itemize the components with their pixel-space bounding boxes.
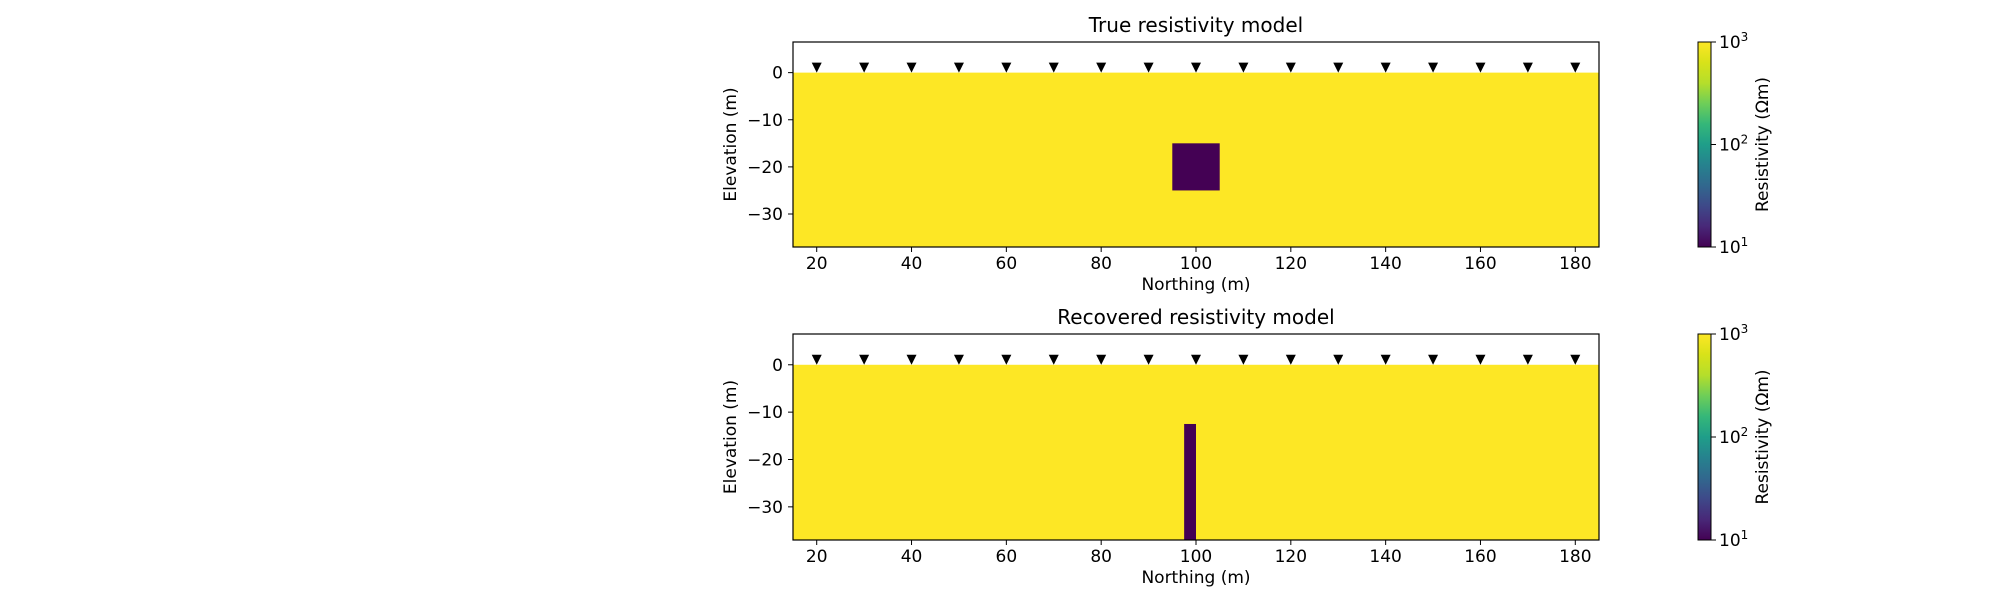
- electrode-marker: [1001, 354, 1012, 365]
- y-tick-label: −10: [747, 111, 783, 131]
- electrode-marker: [953, 354, 964, 365]
- y-tick-label: −20: [747, 158, 783, 178]
- electrode-marker: [1096, 62, 1107, 73]
- x-tick-label: 60: [996, 547, 1018, 567]
- electrode-marker: [1380, 62, 1391, 73]
- electrode-marker: [1238, 354, 1249, 365]
- electrode-marker: [1048, 62, 1059, 73]
- electrode-marker: [1048, 354, 1059, 365]
- electrode-marker: [906, 62, 917, 73]
- electrode-marker: [1428, 354, 1439, 365]
- electrode-marker: [859, 354, 870, 365]
- x-axis-label: Northing (m): [1141, 568, 1250, 588]
- y-tick-label: 0: [772, 64, 783, 84]
- y-tick-label: −30: [747, 205, 783, 225]
- colorbar-tick-label: 103: [1719, 322, 1748, 345]
- colorbar-label: Resistivity (Ωm): [1753, 77, 1773, 212]
- electrode-marker: [811, 354, 822, 365]
- electrode-marker: [811, 62, 822, 73]
- colorbar-tick-label: 103: [1719, 30, 1748, 53]
- x-tick-label: 80: [1090, 254, 1112, 274]
- x-tick-label: 160: [1464, 547, 1496, 567]
- chart-title: Recovered resistivity model: [1057, 305, 1334, 329]
- electrode-marker: [1143, 62, 1154, 73]
- electrode-marker: [906, 354, 917, 365]
- conductive-anomaly: [1172, 143, 1220, 191]
- electrode-marker: [1001, 62, 1012, 73]
- y-tick-label: −20: [747, 450, 783, 470]
- x-tick-label: 140: [1369, 547, 1401, 567]
- x-axis-label: Northing (m): [1141, 275, 1250, 295]
- conductive-anomaly: [1184, 423, 1196, 540]
- colorbar-tick-label: 101: [1719, 528, 1748, 551]
- x-tick-label: 180: [1559, 547, 1591, 567]
- panel-1: 20 40 60 80 100 120 140 160 180 0 −10 −20 −30 True re…: [721, 13, 1773, 295]
- electrode-marker: [1191, 62, 1201, 73]
- electrode-marker: [1191, 354, 1201, 365]
- electrode-marker: [859, 62, 870, 73]
- electrode-marker: [1570, 354, 1581, 365]
- y-axis-label: Elevation (m): [721, 87, 741, 201]
- colorbar-tick-label: 102: [1719, 425, 1748, 448]
- panel-2: 20 40 60 80 100 120 140 160 180 0 −10 −20 −30 Recover…: [721, 305, 1773, 588]
- x-tick-label: 100: [1180, 254, 1212, 274]
- electrode-marker: [953, 62, 964, 73]
- electrode-marker: [1285, 62, 1296, 73]
- x-tick-label: 120: [1275, 254, 1307, 274]
- x-tick-label: 40: [901, 547, 923, 567]
- x-tick-label: 20: [806, 254, 828, 274]
- electrode-marker: [1143, 354, 1154, 365]
- colorbar-tick-label: 101: [1719, 235, 1748, 258]
- x-tick-label: 140: [1369, 254, 1401, 274]
- electrode-marker: [1285, 354, 1296, 365]
- electrode-marker: [1570, 62, 1581, 73]
- y-tick-label: 0: [772, 356, 783, 376]
- colorbar-label: Resistivity (Ωm): [1753, 369, 1773, 504]
- electrode-marker: [1475, 354, 1486, 365]
- y-axis-label: Elevation (m): [721, 380, 741, 494]
- electrode-marker: [1380, 354, 1391, 365]
- x-tick-label: 120: [1275, 547, 1307, 567]
- electrode-marker: [1522, 62, 1533, 73]
- y-tick-label: −10: [747, 403, 783, 423]
- y-tick-label: −30: [747, 498, 783, 518]
- x-tick-label: 40: [901, 254, 923, 274]
- chart-title: True resistivity model: [1088, 13, 1303, 37]
- x-tick-label: 160: [1464, 254, 1496, 274]
- colorbar: [1697, 333, 1712, 541]
- electrode-marker: [1522, 354, 1533, 365]
- electrode-marker: [1096, 354, 1107, 365]
- electrode-marker: [1475, 62, 1486, 73]
- electrode-marker: [1238, 62, 1249, 73]
- electrode-marker: [1428, 62, 1439, 73]
- electrode-marker: [1333, 62, 1344, 73]
- x-tick-label: 60: [996, 254, 1018, 274]
- x-tick-label: 20: [806, 547, 828, 567]
- colorbar: [1697, 41, 1712, 248]
- electrode-marker: [1333, 354, 1344, 365]
- x-tick-label: 100: [1180, 547, 1212, 567]
- colorbar-tick-label: 102: [1719, 133, 1748, 156]
- x-tick-label: 80: [1090, 547, 1112, 567]
- x-tick-label: 180: [1559, 254, 1591, 274]
